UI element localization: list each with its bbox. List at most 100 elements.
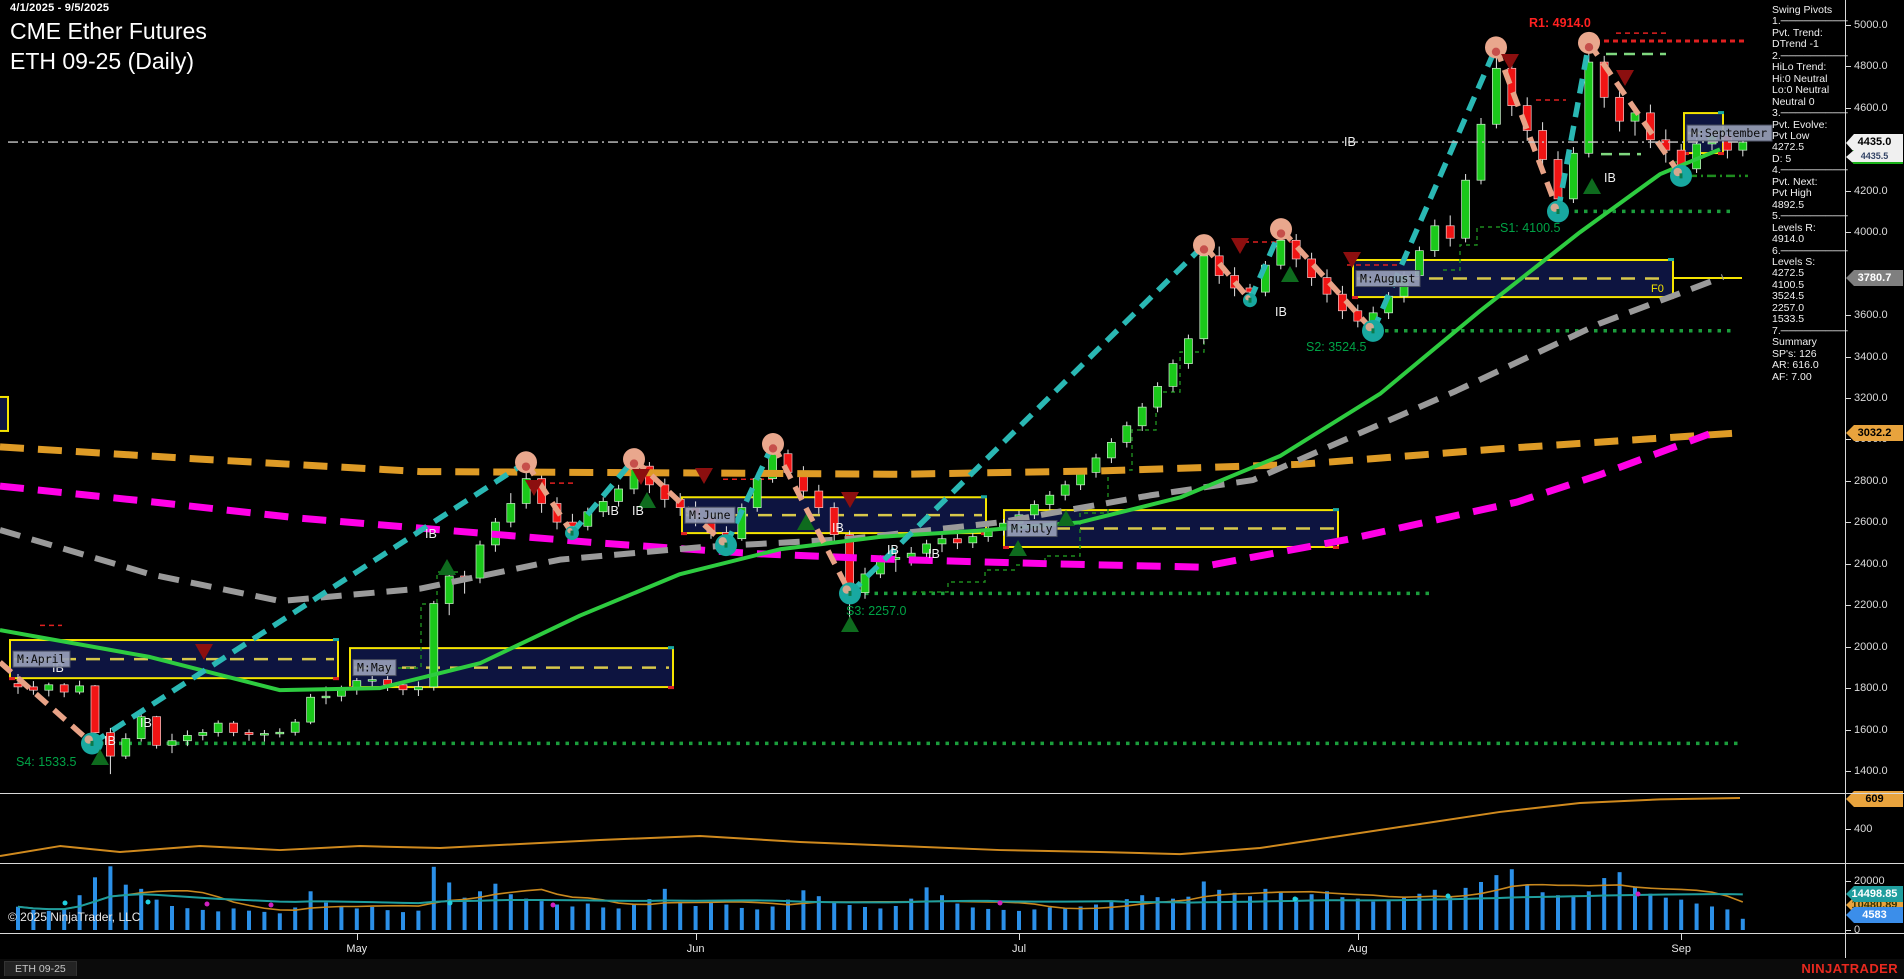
price-axis[interactable]: 5000.0 4800.0 4600.0 4200.0 4000.0 3600.0 3400… — [1846, 0, 1904, 958]
volume-bar — [324, 902, 328, 930]
panel-separator[interactable] — [0, 793, 1904, 794]
current-volume-box: 4583 — [1846, 907, 1903, 923]
volume-bar — [1017, 910, 1021, 930]
candle-body — [660, 484, 670, 500]
pivot-panel-line: 2257.0 — [1772, 301, 1805, 314]
month-label: Jul — [1011, 943, 1027, 955]
pivot-down-triangle — [195, 644, 213, 660]
ib-label: IB — [1275, 305, 1287, 319]
month-label-bg — [1686, 124, 1773, 142]
date-range: 4/1/2025 - 9/5/2025 — [10, 2, 110, 14]
volume-bar — [1663, 897, 1668, 930]
f0-tag: F0 — [1651, 283, 1664, 295]
volume-bar — [401, 912, 405, 930]
tab-eth-09-25[interactable]: ETH 09-25 — [4, 961, 77, 976]
volume-panel[interactable] — [0, 864, 1845, 933]
month-tick — [695, 934, 697, 940]
volume-bar — [31, 909, 36, 930]
volume-bar — [416, 910, 421, 930]
volume-bar — [1602, 878, 1607, 930]
pivot-panel-line: SP's: 126 — [1772, 347, 1817, 360]
month-range-label: M:May — [357, 661, 392, 675]
atr-indicator-panel[interactable] — [0, 794, 1845, 864]
volume-bar — [970, 907, 975, 930]
candle-body — [321, 695, 331, 699]
swing-marker-detail — [1276, 229, 1286, 238]
candle-body — [968, 536, 978, 544]
axis-tick — [1845, 315, 1851, 317]
hidden-price-box: 4435.5 — [1846, 150, 1903, 164]
volume-bar — [909, 898, 914, 930]
axis-tick — [1845, 66, 1851, 68]
volume-bar — [508, 894, 513, 930]
orange-ma-price-box: 3032.2 — [1846, 425, 1903, 441]
candle-body — [167, 740, 177, 746]
pivot-panel-line: Pvt. Next: — [1772, 175, 1818, 188]
copyright-text: © 2025 NinjaTrader, LLC — [8, 910, 141, 924]
pivot-down-triangle — [1616, 70, 1634, 86]
volume-bar — [1648, 893, 1653, 930]
candle-body — [1584, 61, 1594, 154]
volume-axis-label: 0 — [1854, 924, 1861, 936]
ib-label: IB — [607, 504, 619, 518]
s2-label: S2: 3524.5 — [1306, 340, 1367, 354]
zigzag-upleg — [848, 243, 1206, 596]
last-price-box: 4435.0 — [1846, 134, 1903, 152]
box-corner-tick — [9, 677, 15, 681]
volume-bar — [231, 908, 236, 930]
volume-bar — [1740, 918, 1745, 930]
volume-signal-dot — [62, 900, 68, 906]
pivot-up-triangle — [1583, 178, 1601, 194]
zigzag-downleg — [1493, 46, 1561, 213]
month-range-label: M:August — [1360, 272, 1415, 286]
panel-separator[interactable] — [0, 863, 1904, 864]
price-axis-label: 4000.0 — [1854, 226, 1888, 239]
box-corner-tick — [1003, 545, 1009, 549]
axis-tick — [1845, 605, 1851, 607]
volume-bar — [1248, 896, 1252, 930]
pivot-down-triangle — [1231, 238, 1249, 254]
volume-bar — [1556, 895, 1560, 930]
atr-line — [0, 797, 1741, 857]
swing-high-marker — [1578, 31, 1600, 54]
volume-bar — [1509, 869, 1514, 930]
atr-value-box: 609 — [1846, 791, 1903, 807]
axis-tick — [1845, 829, 1851, 830]
box-corner-tick — [981, 495, 987, 499]
pivot-panel-line: AF: 7.00 — [1772, 370, 1812, 383]
month-range-label: M:September — [1691, 126, 1767, 140]
ib-label: IB — [632, 504, 644, 518]
volume-bar — [1494, 875, 1499, 930]
pivot-up-triangle — [797, 514, 815, 530]
month-tick — [1357, 934, 1359, 940]
pivot-panel-line: 3524.5 — [1772, 290, 1805, 303]
box-corner-tick — [333, 638, 339, 642]
swing-marker-detail — [570, 530, 574, 536]
pivot-panel-line: Levels S: — [1772, 255, 1816, 268]
pivot-panel-line: 1.───────── — [1772, 15, 1848, 28]
candle-body — [59, 684, 69, 693]
pivot-up-triangle — [841, 616, 859, 632]
swing-marker-detail — [848, 590, 852, 596]
price-axis-label: 1600.0 — [1854, 723, 1888, 736]
swing-marker-detail — [1371, 328, 1375, 334]
pivot-panel-line: 4892.5 — [1772, 198, 1805, 211]
candle-body — [1107, 441, 1116, 459]
candle-body — [414, 686, 423, 691]
volume-signal-dot — [1292, 896, 1298, 902]
axis-tick — [1845, 232, 1851, 234]
candle-body — [198, 732, 208, 736]
candle-body — [275, 731, 285, 735]
candle-body — [152, 716, 161, 746]
candle-body — [367, 679, 377, 682]
month-label-bg — [1355, 270, 1421, 288]
ib-label: IB — [104, 734, 116, 748]
time-axis[interactable]: May Jun Jul Aug Sep — [0, 934, 1845, 958]
volume-bar — [1633, 886, 1637, 930]
volume-bar — [308, 891, 313, 930]
box-corner-tick — [1333, 508, 1339, 512]
axis-tick — [1845, 930, 1851, 931]
volume-bar — [1371, 901, 1376, 930]
swing-marker-detail — [521, 462, 531, 471]
